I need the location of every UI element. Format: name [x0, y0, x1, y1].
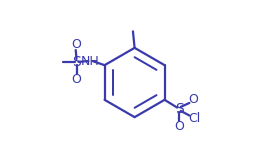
Text: O: O	[174, 120, 184, 132]
Text: S: S	[72, 55, 81, 69]
Text: NH: NH	[81, 55, 100, 67]
Text: O: O	[71, 38, 81, 51]
Text: O: O	[72, 73, 81, 85]
Text: Cl: Cl	[188, 112, 200, 125]
Text: O: O	[189, 93, 199, 105]
Text: S: S	[175, 102, 184, 116]
